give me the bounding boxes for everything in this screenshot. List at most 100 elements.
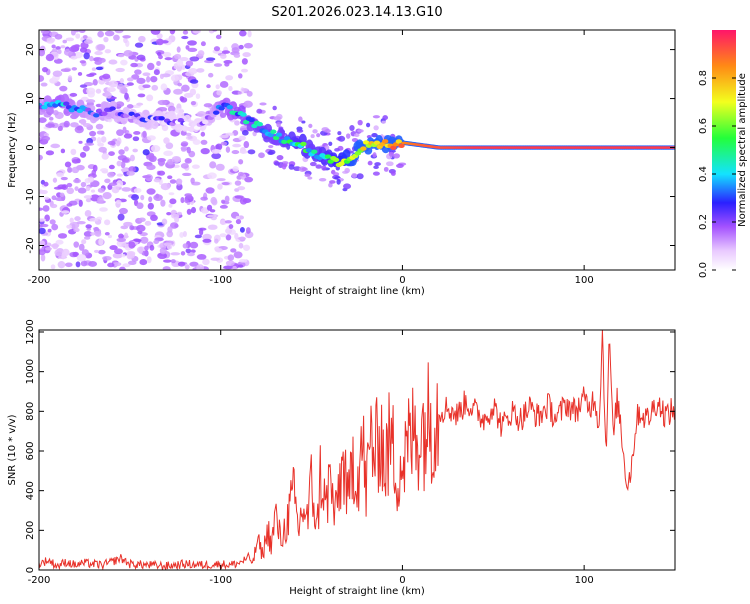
noise-speckle [372,171,380,176]
noise-speckle [190,100,197,106]
noise-speckle [73,178,81,184]
noise-speckle [213,63,223,67]
noise-speckle [48,116,54,121]
noise-speckle [57,125,63,131]
noise-speckle [90,232,96,236]
noise-speckle [274,161,281,166]
noise-speckle [225,75,234,81]
noise-speckle [208,72,214,78]
ridge-halo [150,120,159,130]
noise-speckle [211,149,222,153]
noise-speckle [107,234,113,239]
noise-speckle [349,125,355,132]
noise-speckle [97,187,105,193]
colorbar-tick-label: 0.8 [698,70,709,86]
noise-speckle [141,250,149,256]
noise-speckle [234,232,239,240]
noise-speckle [108,182,118,187]
noise-speckle [103,36,109,43]
noise-speckle [76,125,83,131]
noise-speckle [343,183,352,190]
noise-speckle [180,196,185,204]
noise-speckle [216,178,226,182]
noise-speckle [79,60,86,64]
noise-speckle [84,210,92,217]
noise-speckle [118,207,128,215]
noise-speckle [66,182,73,188]
noise-speckle [157,252,168,260]
noise-speckle [182,30,189,35]
noise-speckle [55,46,61,50]
noise-speckle [92,79,98,86]
noise-speckle [119,266,126,270]
noise-speckle [133,187,142,194]
noise-speckle [71,67,78,71]
noise-speckle [194,234,202,239]
noise-speckle [272,105,277,111]
noise-speckle [163,150,174,157]
noise-speckle [207,214,217,218]
noise-speckle [202,238,212,243]
noise-speckle [227,254,235,261]
noise-speckle [98,57,106,63]
noise-speckle [40,254,46,262]
noise-speckle [96,137,102,145]
spectrogram-y-tick-label: -10 [25,188,36,204]
noise-speckle [95,66,104,71]
noise-speckle [97,196,104,204]
noise-speckle [92,164,98,172]
noise-speckle [180,97,188,103]
noise-speckle [159,247,167,255]
noise-speckle [396,163,404,168]
noise-speckle [356,173,364,180]
noise-speckle [169,198,177,205]
noise-speckle [100,130,105,135]
noise-speckle [176,211,183,216]
noise-speckle [176,46,181,53]
noise-speckle [184,264,190,270]
noise-speckle [140,194,145,201]
noise-speckle [170,252,181,256]
snr-frame [38,329,676,571]
noise-speckle [79,84,88,88]
ridge-core [248,117,255,123]
noise-speckle [40,30,50,35]
noise-speckle [256,108,263,114]
snr-y-tick-label: 600 [25,441,36,460]
noise-speckle [185,132,192,136]
noise-speckle [190,177,195,184]
noise-speckle [40,82,48,87]
noise-speckle [83,236,91,240]
ridge-core [272,135,280,141]
noise-speckle [168,192,175,196]
noise-speckle [233,53,241,58]
noise-speckle [184,193,193,198]
noise-speckle [220,53,227,59]
noise-speckle [177,261,186,267]
noise-speckle [51,44,56,49]
noise-speckle [151,84,159,91]
ridge-core [283,136,291,141]
noise-speckle [309,161,317,167]
spectrogram-y-tick-label: 0 [25,144,36,150]
noise-speckle [219,80,229,88]
noise-speckle [180,141,189,146]
noise-speckle [99,207,108,212]
noise-speckle [138,35,146,43]
noise-speckle [203,103,213,108]
noise-speckle [161,218,168,225]
noise-speckle [41,135,51,142]
noise-speckle [113,248,123,255]
noise-speckle [126,82,134,86]
noise-speckle [57,184,67,190]
noise-speckle [196,264,205,270]
noise-speckle [215,84,220,90]
noise-speckle [136,202,144,210]
noise-speckle [181,64,186,70]
noise-speckle [98,146,107,153]
ridge-core [390,145,397,150]
noise-speckle [76,254,87,262]
noise-speckle [205,57,216,61]
noise-speckle [142,84,151,89]
